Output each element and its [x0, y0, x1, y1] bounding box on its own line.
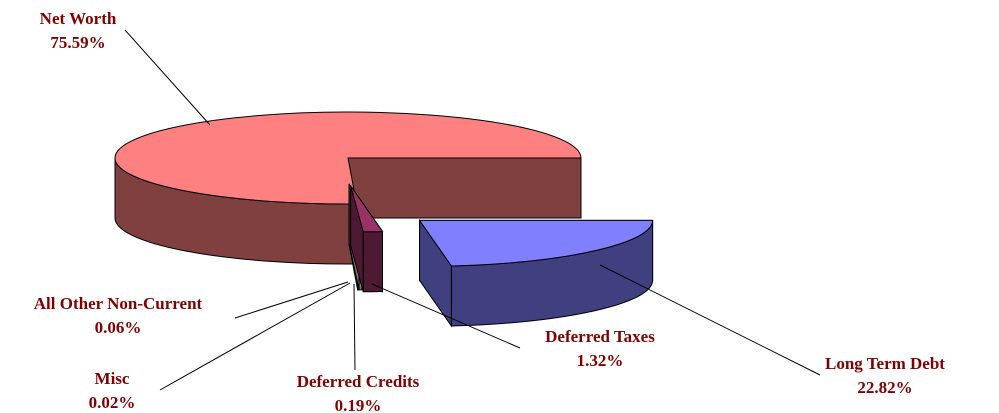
- slice-value-label: 75.59%: [50, 33, 105, 52]
- leader-line: [371, 283, 521, 349]
- slice-top: [350, 185, 384, 233]
- leader-line: [599, 264, 821, 376]
- slice-value-label: 0.06%: [95, 318, 142, 337]
- slice-value-label: 0.19%: [335, 396, 382, 413]
- slice: [350, 184, 384, 294]
- slice-label: Deferred Credits: [297, 372, 420, 391]
- slice-label: All Other Non-Current: [34, 294, 203, 313]
- slice: [114, 111, 582, 265]
- slice-top: [418, 219, 654, 267]
- slice-wall: [347, 157, 582, 219]
- slice-label: Long Term Debt: [825, 354, 945, 373]
- slice-side: [362, 230, 383, 293]
- slice: [418, 218, 654, 328]
- slice-label: Misc: [95, 369, 130, 388]
- slice-value-label: 22.82%: [857, 378, 912, 397]
- slice-top: [114, 111, 582, 205]
- slice-label: Net Worth: [40, 9, 117, 28]
- leader-line: [124, 29, 211, 126]
- slice-value-label: 0.02%: [89, 393, 136, 412]
- leader-line: [159, 282, 351, 391]
- slice-value-label: 1.32%: [577, 351, 624, 370]
- slice-label: Deferred Taxes: [545, 327, 655, 346]
- leader-line: [234, 281, 349, 319]
- leader-line: [353, 283, 356, 371]
